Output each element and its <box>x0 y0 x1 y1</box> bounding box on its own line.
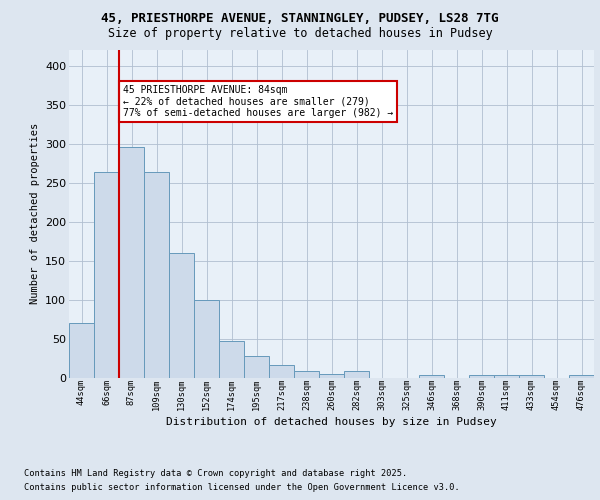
Text: Contains public sector information licensed under the Open Government Licence v3: Contains public sector information licen… <box>24 484 460 492</box>
Text: 45, PRIESTHORPE AVENUE, STANNINGLEY, PUDSEY, LS28 7TG: 45, PRIESTHORPE AVENUE, STANNINGLEY, PUD… <box>101 12 499 26</box>
Bar <box>144 172 169 378</box>
Bar <box>269 365 294 378</box>
Bar <box>169 252 194 378</box>
Bar <box>294 372 319 378</box>
Bar <box>569 375 594 378</box>
Text: Contains HM Land Registry data © Crown copyright and database right 2025.: Contains HM Land Registry data © Crown c… <box>24 468 407 477</box>
Bar <box>69 323 94 378</box>
Bar <box>344 372 369 378</box>
Bar <box>519 375 544 378</box>
Bar <box>94 172 119 378</box>
Bar <box>119 148 144 378</box>
Bar <box>469 375 494 378</box>
Text: 45 PRIESTHORPE AVENUE: 84sqm
← 22% of detached houses are smaller (279)
77% of s: 45 PRIESTHORPE AVENUE: 84sqm ← 22% of de… <box>123 85 393 118</box>
Bar <box>244 356 269 378</box>
Text: Size of property relative to detached houses in Pudsey: Size of property relative to detached ho… <box>107 28 493 40</box>
Y-axis label: Number of detached properties: Number of detached properties <box>29 123 40 304</box>
Bar <box>494 375 519 378</box>
Bar <box>319 374 344 378</box>
X-axis label: Distribution of detached houses by size in Pudsey: Distribution of detached houses by size … <box>166 418 497 428</box>
Bar <box>419 375 444 378</box>
Bar <box>194 300 219 378</box>
Bar <box>219 341 244 378</box>
